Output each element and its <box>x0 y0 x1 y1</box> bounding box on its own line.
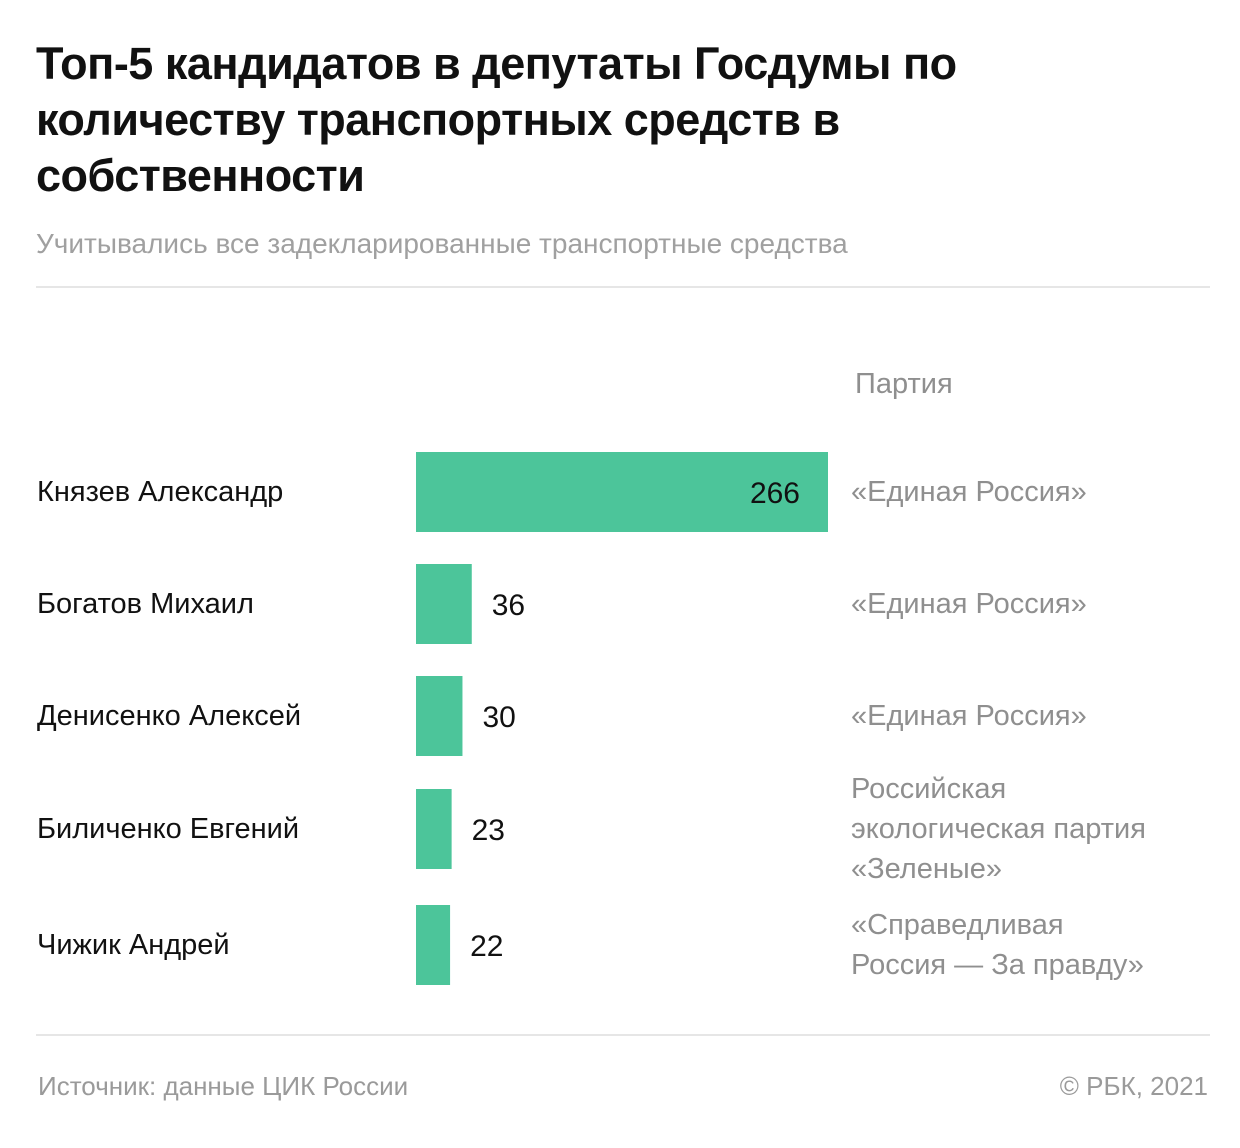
party-label: «Справедливая Россия — За правду» <box>851 909 1144 981</box>
bar-value-label: 266 <box>750 477 800 510</box>
party-label: «Единая Россия» <box>851 700 1087 732</box>
candidate-name: Князев Александр <box>37 476 284 508</box>
source-note: Источник: данные ЦИК России <box>38 1071 409 1101</box>
chart-title: Топ-5 кандидатов в депутаты Госдумы по к… <box>36 38 957 201</box>
candidate-name: Богатов Михаил <box>37 588 254 620</box>
bar <box>416 789 452 869</box>
candidate-name: Биличенко Евгений <box>37 813 300 845</box>
party-label: Российская экологическая партия «Зеленые… <box>851 773 1146 885</box>
bar <box>416 564 472 644</box>
top-divider <box>36 286 1210 288</box>
party-label: «Единая Россия» <box>851 476 1087 508</box>
copyright-note: © РБК, 2021 <box>1059 1071 1208 1101</box>
bar-value-label: 36 <box>492 589 525 622</box>
party-column-header: Партия <box>855 368 953 400</box>
candidate-name: Чижик Андрей <box>37 929 230 961</box>
bar-value-label: 22 <box>470 930 503 963</box>
bar <box>416 905 451 985</box>
chart-subtitle: Учитывались все задекларированные трансп… <box>36 228 848 259</box>
bottom-divider <box>36 1034 1210 1036</box>
candidate-name: Денисенко Алексей <box>37 700 302 732</box>
bar-value-label: 23 <box>472 814 505 847</box>
bar <box>416 676 463 756</box>
bar <box>416 452 828 532</box>
bar-value-label: 30 <box>482 701 515 734</box>
party-label: «Единая Россия» <box>851 588 1087 620</box>
